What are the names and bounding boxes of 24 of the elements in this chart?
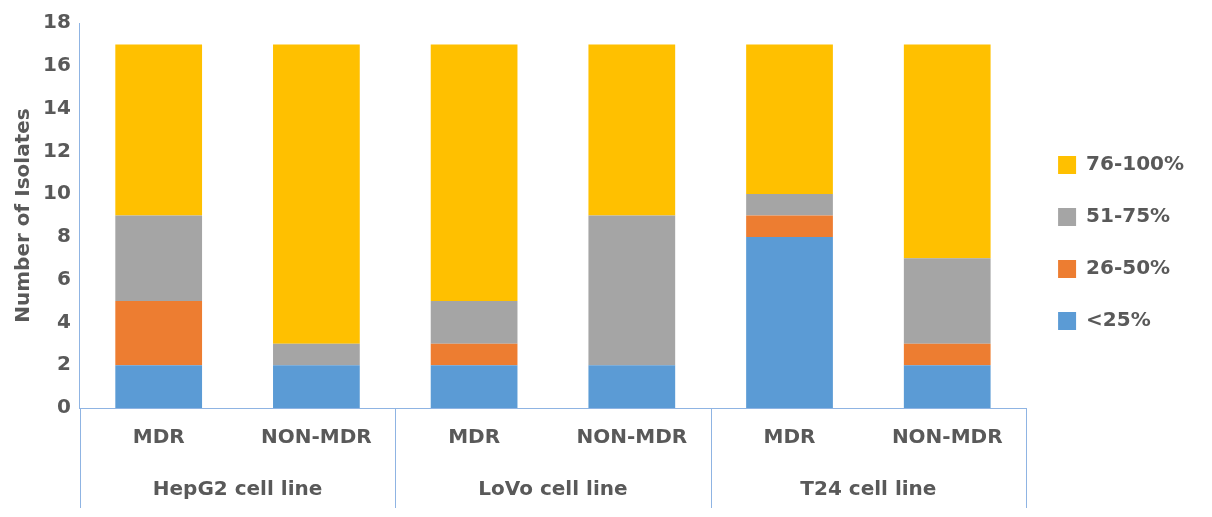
- x-tick-label: NON-MDR: [261, 424, 372, 449]
- x-tick-label: MDR: [763, 424, 816, 449]
- x-tick-label: MDR: [132, 424, 185, 449]
- y-tick-label: 2: [56, 351, 71, 376]
- y-tick-label: 6: [56, 265, 71, 290]
- y-axis-title: Number of Isolates: [10, 108, 35, 323]
- legend-label: <25%: [1086, 307, 1151, 332]
- y-tick-label: 18: [42, 9, 71, 34]
- legend-label: 26-50%: [1086, 255, 1171, 280]
- legend-label: 76-100%: [1086, 151, 1184, 176]
- text: T24 cell line: [800, 476, 937, 501]
- y-tick-label: 8: [56, 223, 71, 248]
- y-tick-label: 16: [42, 51, 71, 76]
- legend-label: 51-75%: [1086, 203, 1171, 228]
- x-tick-label: MDR: [448, 424, 501, 449]
- y-tick-label: 12: [42, 137, 71, 162]
- text: HepG2 cell line: [152, 476, 323, 501]
- x-tick-label: NON-MDR: [576, 424, 688, 449]
- text: LoVo cell line: [478, 476, 628, 501]
- y-tick-label: 4: [56, 308, 71, 333]
- y-tick-label: 0: [56, 394, 71, 419]
- y-tick-label: 14: [42, 94, 71, 119]
- x-tick-label: NON-MDR: [891, 424, 1003, 449]
- y-tick-label: 10: [42, 180, 71, 205]
